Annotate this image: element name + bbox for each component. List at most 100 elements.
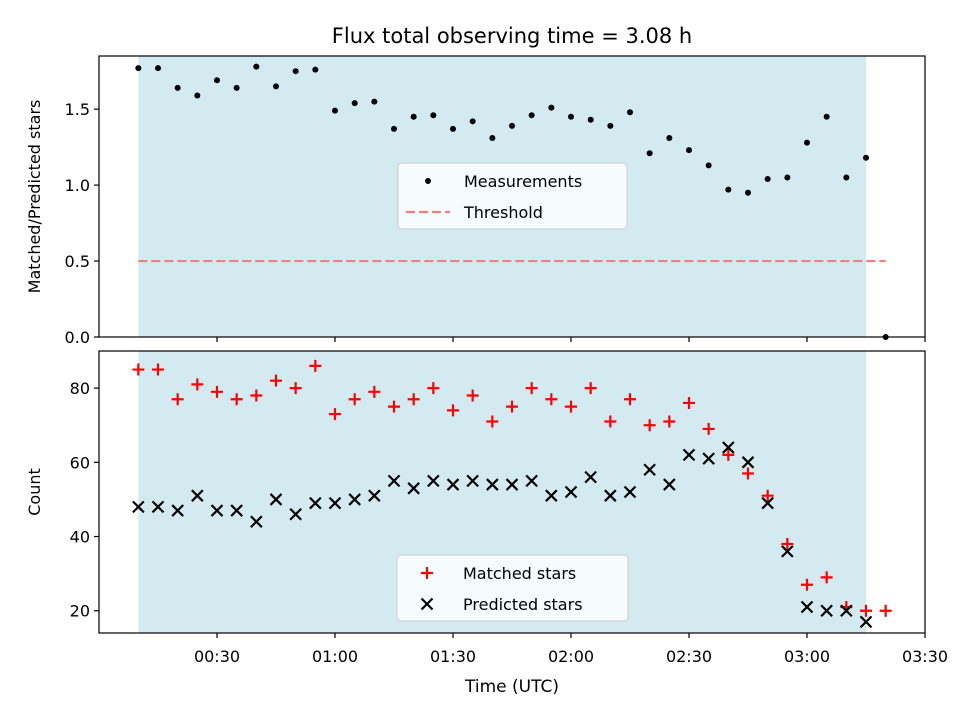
data-point: [604, 415, 617, 428]
data-point: [211, 385, 223, 398]
data-point: [351, 100, 358, 107]
series-matched-stars: [132, 359, 892, 617]
data-point: [801, 578, 813, 591]
data-point: [253, 63, 260, 70]
x-tick-label: 02:30: [666, 647, 712, 666]
y-tick-label: 40: [70, 528, 90, 547]
data-point: [469, 118, 476, 125]
data-point: [486, 415, 499, 428]
legend-box: [397, 162, 628, 230]
data-point: [505, 478, 519, 491]
data-point: [270, 374, 282, 387]
x-tick-label: 03:30: [902, 647, 948, 666]
x-tick-label: 03:00: [784, 647, 830, 666]
data-point: [564, 485, 578, 499]
axes-frame: [98, 350, 926, 634]
y-tick-label: 0.0: [65, 328, 90, 347]
data-point: [506, 400, 518, 413]
data-point: [466, 389, 479, 402]
data-point: [230, 393, 243, 406]
data-point: [663, 478, 676, 491]
data-point: [823, 113, 830, 120]
data-point: [152, 363, 164, 376]
data-point: [604, 489, 617, 502]
data-point: [371, 98, 378, 105]
data-point: [312, 66, 319, 73]
data-point: [486, 478, 499, 491]
data-point: [548, 104, 555, 111]
legend: Measurements Threshold: [397, 162, 628, 230]
data-point: [761, 489, 774, 502]
data-point: [722, 441, 735, 454]
data-point: [450, 125, 456, 132]
y-tick-label: 20: [70, 602, 90, 621]
data-point: [705, 162, 712, 169]
y-tick-label: 80: [70, 379, 90, 398]
data-point: [781, 537, 794, 550]
chart-title: Flux total observing time = 3.08 h: [332, 24, 692, 48]
legend-label: Matched stars: [463, 564, 576, 583]
y-axis-label: Matched/Predicted stars: [25, 100, 44, 294]
data-point: [309, 359, 322, 372]
data-point: [863, 154, 869, 161]
ratio-panel: 0.0 0.5 1.0 1.5 Matched/Predicted stars Measu…: [25, 55, 926, 347]
data-point: [584, 382, 597, 395]
data-point: [348, 493, 361, 506]
data-point: [587, 116, 594, 123]
data-point: [446, 478, 460, 491]
data-point: [329, 408, 341, 421]
data-point: [545, 489, 558, 502]
data-point: [607, 122, 614, 129]
data-point: [427, 382, 440, 395]
data-point: [171, 504, 184, 517]
data-point: [135, 65, 142, 72]
series-measurements: [135, 63, 889, 340]
data-point: [191, 489, 204, 502]
data-point: [430, 112, 437, 119]
y-tick-label: 1.0: [65, 176, 90, 195]
count-panel: 20 40 60 80 Count 00:30 01:00 01:30 02:00 02:30 03…: [25, 350, 948, 666]
data-point: [683, 396, 695, 409]
data-point: [840, 604, 853, 618]
data-point: [289, 507, 302, 521]
data-point: [191, 378, 204, 391]
data-point: [545, 393, 558, 406]
data-point: [781, 545, 794, 558]
legend-box: [396, 554, 629, 622]
data-point: [466, 474, 479, 488]
data-point: [643, 419, 656, 432]
data-point: [292, 68, 299, 75]
data-point: [489, 135, 496, 142]
data-point: [388, 400, 400, 413]
data-point: [820, 571, 833, 584]
x-tick-label: 01:00: [312, 647, 358, 666]
data-point: [843, 174, 850, 181]
data-point: [764, 176, 771, 183]
data-point: [269, 493, 283, 506]
data-point: [194, 92, 201, 99]
data-point: [646, 150, 653, 157]
data-point: [368, 385, 381, 398]
data-point: [702, 422, 715, 435]
data-point: [663, 415, 676, 428]
data-point: [528, 112, 535, 119]
data-point: [230, 504, 243, 517]
data-point: [509, 122, 515, 129]
data-point: [627, 109, 633, 116]
data-point: [210, 504, 224, 517]
data-point: [725, 186, 732, 193]
data-point: [702, 452, 715, 465]
data-point: [407, 482, 420, 495]
data-point: [250, 389, 263, 402]
data-point: [214, 77, 220, 84]
data-point: [391, 125, 397, 132]
legend-label: Measurements: [464, 172, 582, 191]
data-point: [820, 604, 833, 618]
data-point: [427, 474, 440, 488]
data-point: [879, 604, 892, 617]
data-point: [643, 463, 656, 477]
data-point: [860, 604, 872, 617]
data-point: [309, 496, 322, 510]
x-tick-label: 00:30: [194, 647, 240, 666]
